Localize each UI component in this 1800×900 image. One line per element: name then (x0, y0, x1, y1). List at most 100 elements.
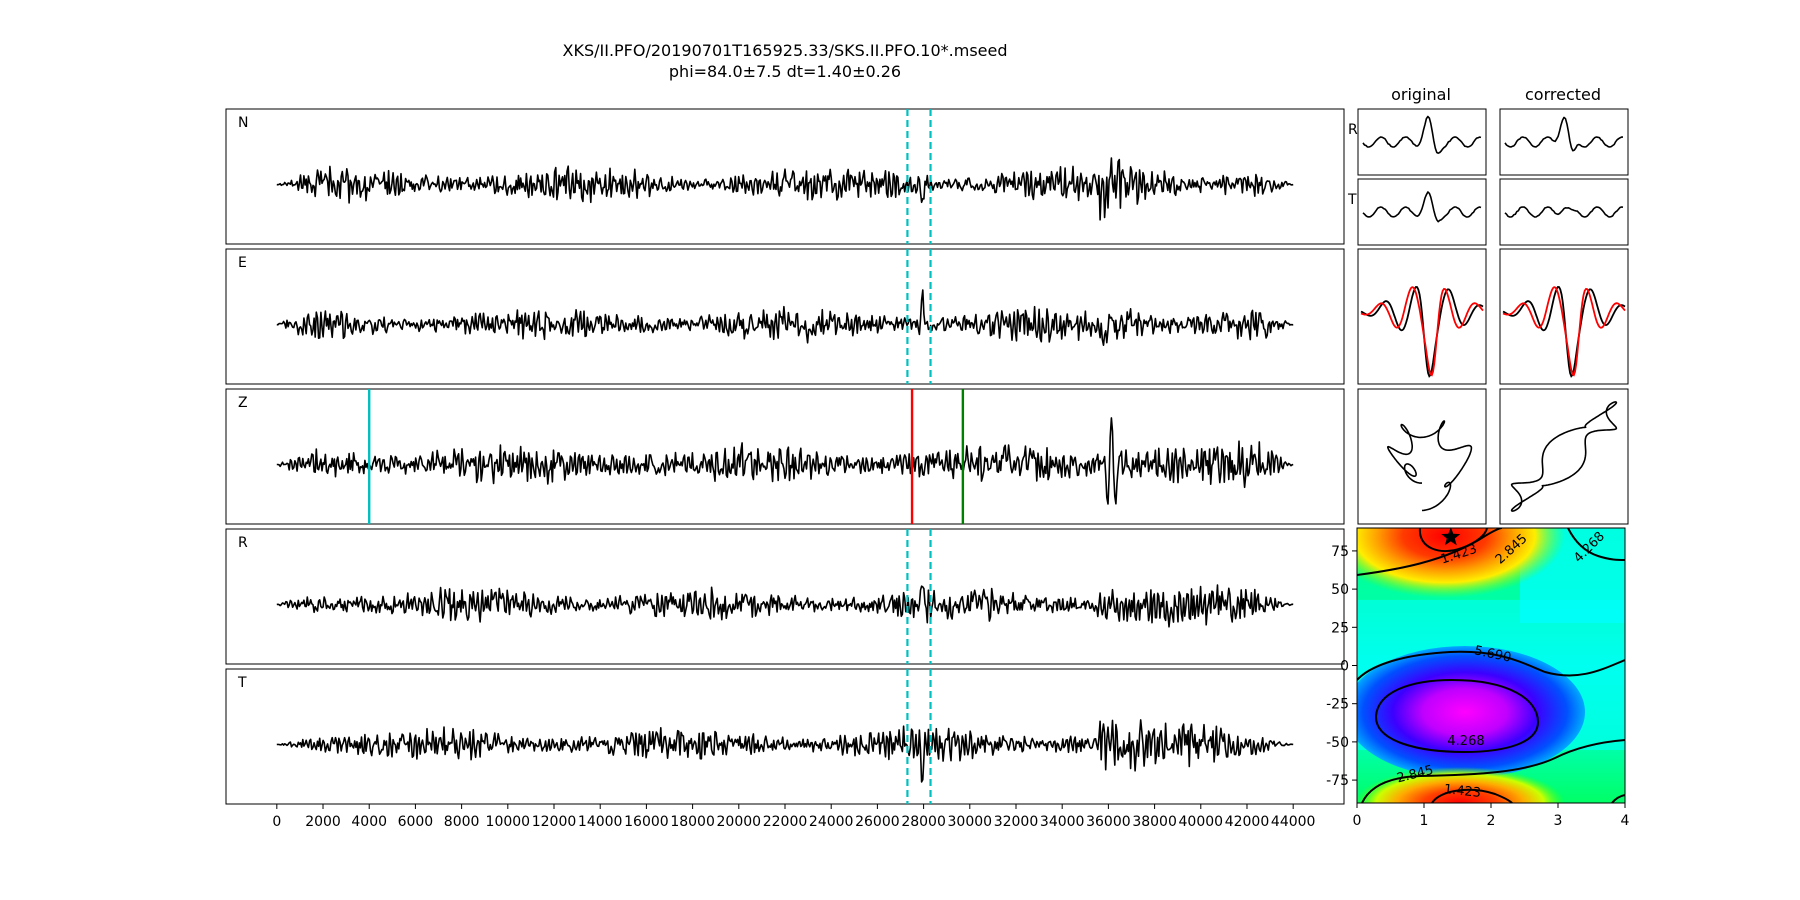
x-tick-label: 6000 (398, 814, 434, 830)
inset-trace (1504, 116, 1623, 152)
original-column-title: original (1391, 85, 1451, 104)
inset-original-2 (1357, 248, 1487, 385)
x-tick-label: 4000 (351, 814, 387, 830)
inset-corrected-0 (1499, 108, 1629, 176)
figure-title: XKS/II.PFO/20190701T165925.33/SKS.II.PFO… (563, 41, 1008, 60)
trace-panels: N E Z R T (225, 108, 1345, 805)
x-tick-label: 28000 (901, 814, 946, 830)
inset-frame (1357, 388, 1487, 525)
error-surface-axes: 0 1 2 3 4 75 50 25 0 -25 -50 -75 (1326, 544, 1629, 829)
contour-label: 1.423 (1443, 782, 1482, 801)
x-tick-label: 44000 (1271, 814, 1316, 830)
y-tick-label: 50 (1331, 582, 1349, 598)
x-tick-label: 42000 (1225, 814, 1270, 830)
inset-overlay-trace (1502, 286, 1626, 377)
inset-frame (1499, 248, 1629, 385)
trace-x-axis: 0 2000 4000 6000 8000 10000 12000 14000 16000 180… (272, 804, 1315, 830)
panel-frame (225, 528, 1345, 665)
x-tick-label: 14000 (578, 814, 623, 830)
waveform-trace (276, 719, 1294, 783)
x-tick-label: 2 (1487, 813, 1496, 829)
figure-subtitle: phi=84.0±7.5 dt=1.40±0.26 (669, 62, 901, 81)
x-tick-label: 4 (1621, 813, 1630, 829)
x-tick-label: 22000 (763, 814, 808, 830)
inset-original-3 (1357, 388, 1487, 525)
inset-trace (1504, 206, 1624, 218)
panel-frame (225, 388, 1345, 525)
channel-label: N (238, 115, 248, 131)
y-tick-label: 0 (1340, 659, 1349, 675)
x-tick-label: 2000 (305, 814, 341, 830)
trace-panel-n: N (225, 108, 1345, 245)
waveform-trace (276, 584, 1294, 628)
inset-frame (1357, 178, 1487, 246)
contour-line (1431, 788, 1513, 803)
x-tick-label: 0 (272, 814, 281, 830)
inset-corrected-3 (1499, 388, 1629, 525)
x-tick-label: 3 (1554, 813, 1563, 829)
inset-frame (1499, 108, 1629, 176)
inset-frame (1499, 178, 1629, 246)
x-tick-label: 38000 (1132, 814, 1177, 830)
x-tick-label: 0 (1353, 813, 1362, 829)
inset-frame (1357, 248, 1487, 385)
channel-label: T (237, 675, 247, 691)
inset-original-1: T (1347, 178, 1487, 246)
error-surface-hot-top (1357, 528, 1565, 598)
trace-panel-r: R (225, 528, 1345, 665)
inset-row-label: R (1348, 122, 1358, 138)
y-tick-label: 25 (1331, 620, 1349, 636)
trace-panel-e: E (225, 248, 1345, 385)
channel-label: R (238, 535, 248, 551)
y-tick-label: -75 (1326, 773, 1349, 789)
particle-motion (1387, 420, 1473, 512)
channel-label: E (238, 255, 247, 271)
inset-original-0: R (1348, 108, 1487, 176)
contour-line (1611, 794, 1625, 803)
waveform-trace (276, 157, 1294, 221)
y-tick-label: 75 (1331, 544, 1349, 560)
minimum-star-marker (1441, 527, 1461, 546)
x-tick-label: 20000 (717, 814, 762, 830)
inset-overlay-trace (1360, 286, 1484, 378)
corrected-column-title: corrected (1525, 85, 1601, 104)
x-tick-label: 8000 (444, 814, 480, 830)
particle-motion (1510, 401, 1618, 512)
inset-overlay-trace (1360, 286, 1484, 377)
x-tick-label: 40000 (1179, 814, 1224, 830)
x-tick-label: 16000 (624, 814, 669, 830)
inset-overlay-trace (1502, 286, 1626, 378)
contour-line (1357, 650, 1625, 681)
x-tick-label: 30000 (948, 814, 993, 830)
y-tick-label: -25 (1326, 697, 1349, 713)
x-tick-label: 18000 (670, 814, 715, 830)
panel-frame (225, 108, 1345, 245)
inset-panels: RT (1347, 108, 1629, 525)
contour-line (1361, 739, 1625, 803)
x-tick-label: 1 (1420, 813, 1429, 829)
channel-label: Z (238, 395, 248, 411)
inset-row-label: T (1347, 192, 1357, 208)
inset-corrected-2 (1499, 248, 1629, 385)
inset-corrected-1 (1499, 178, 1629, 246)
contour-line (1357, 528, 1503, 576)
x-tick-label: 36000 (1086, 814, 1131, 830)
x-tick-label: 12000 (532, 814, 577, 830)
contour-line (1374, 678, 1540, 754)
trace-panel-t: T (225, 668, 1345, 805)
inset-trace (1362, 191, 1482, 223)
trace-panel-z: Z (225, 388, 1345, 525)
panel-frame (225, 248, 1345, 385)
x-tick-label: 24000 (809, 814, 854, 830)
contour-line (1567, 528, 1625, 561)
inset-trace (1362, 115, 1482, 154)
x-tick-label: 10000 (486, 814, 531, 830)
inset-frame (1357, 108, 1487, 176)
error-surface-minimum-region (1357, 646, 1585, 778)
x-tick-label: 26000 (855, 814, 900, 830)
inset-frame (1499, 388, 1629, 525)
contour-label: 4.268 (1447, 734, 1484, 749)
x-tick-label: 34000 (1040, 814, 1085, 830)
panel-frame (225, 668, 1345, 805)
